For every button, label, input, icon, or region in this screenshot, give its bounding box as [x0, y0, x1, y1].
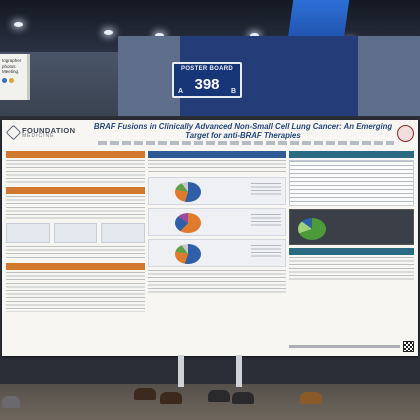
- side-banner: tographer photos Meeting.: [0, 54, 30, 100]
- poster-board-number: 398: [194, 76, 220, 93]
- attendee-shoe: [160, 392, 182, 404]
- board-panel: [118, 36, 180, 120]
- side-banner-text: tographer photos Meeting.: [2, 58, 22, 75]
- ceiling-light: [250, 33, 259, 38]
- attendee-shoe: [208, 390, 230, 402]
- foundation-medicine-logo: FOUNDATION MEDICINE: [5, 125, 75, 141]
- section-text: [6, 246, 145, 260]
- ceiling-light: [14, 22, 23, 27]
- logo-sub: MEDICINE: [22, 133, 55, 140]
- attendee-shoe: [134, 388, 156, 400]
- board-panel: [358, 36, 420, 120]
- stand-post: [236, 355, 242, 387]
- poster-board-label: POSTER BOARD: [181, 66, 233, 72]
- pie-chart-figure: [148, 239, 286, 267]
- poster-contact: [289, 340, 414, 352]
- poster-title: BRAF Fusions in Clinically Advanced Non-…: [93, 122, 393, 140]
- section-text: [6, 160, 145, 184]
- pie-chart: [175, 213, 201, 233]
- section-text: [6, 272, 145, 312]
- section-text: [289, 257, 414, 281]
- attendee-shoe: [2, 396, 20, 408]
- pie-chart: [298, 218, 326, 240]
- pie-chart: [175, 182, 201, 202]
- section-header: [6, 263, 145, 270]
- ceiling-light: [104, 30, 113, 35]
- section-text: [148, 270, 286, 294]
- ceiling-light: [155, 33, 164, 38]
- side-banner-logos: [2, 77, 25, 83]
- chart-legend: [251, 214, 281, 228]
- floor: [0, 384, 420, 420]
- poster-column-middle: [148, 151, 286, 352]
- pie-chart-figure: [148, 208, 286, 236]
- chart-legend: [251, 245, 281, 259]
- qr-code-icon: [403, 340, 414, 352]
- stand-post: [178, 355, 184, 387]
- logo-mark-icon: [5, 125, 22, 141]
- poster-header: FOUNDATION MEDICINE BRAF Fusions in Clin…: [2, 120, 418, 146]
- attendee-shoe: [232, 392, 254, 404]
- poster-authors: [98, 141, 394, 145]
- results-table: [289, 160, 414, 206]
- dark-figure: [289, 209, 414, 245]
- contact-text: [289, 344, 400, 348]
- board-side-b: B: [230, 88, 236, 95]
- section-header: [289, 248, 414, 255]
- pie-chart-figure: [148, 177, 286, 205]
- logo-wordmark: FOUNDATION MEDICINE: [22, 127, 75, 139]
- section-text: [148, 160, 286, 174]
- methods-figures: [6, 223, 146, 243]
- chart-legend: [251, 183, 281, 197]
- logo-name: FOUNDATION: [22, 126, 76, 135]
- section-text: [6, 196, 145, 220]
- board-side-a: A: [178, 88, 184, 95]
- section-header: [6, 151, 145, 158]
- research-poster: FOUNDATION MEDICINE BRAF Fusions in Clin…: [2, 120, 418, 356]
- institution-seal-icon: [397, 125, 414, 142]
- pie-chart: [175, 244, 201, 264]
- poster-column-left: [6, 151, 146, 352]
- poster-board-number-sign: POSTER BOARD 398 A B: [172, 62, 242, 98]
- attendee-shoe: [300, 392, 322, 404]
- poster-column-right: [289, 151, 414, 352]
- section-header: [148, 151, 286, 158]
- section-header: [6, 187, 145, 194]
- section-header: [289, 151, 414, 158]
